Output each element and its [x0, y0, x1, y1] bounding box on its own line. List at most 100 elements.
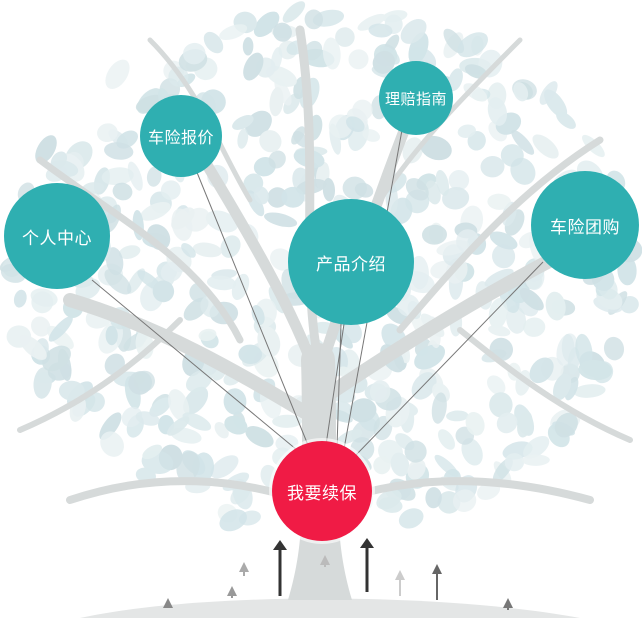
- arrow-up-icon: [360, 538, 374, 592]
- leaf: [304, 40, 323, 61]
- leaf: [272, 414, 302, 428]
- leaf: [438, 429, 455, 450]
- leaf: [105, 247, 124, 276]
- renew-insurance-button[interactable]: 我要续保: [272, 441, 372, 541]
- leaf: [149, 397, 172, 417]
- leaf: [603, 336, 625, 361]
- leaf: [465, 411, 485, 436]
- leaf: [556, 111, 576, 129]
- leaf: [378, 497, 403, 513]
- leaf: [442, 186, 470, 210]
- leaf: [140, 202, 171, 221]
- leaf: [488, 325, 511, 337]
- leaf: [182, 412, 212, 431]
- leaf: [101, 167, 134, 186]
- leaf: [504, 453, 525, 472]
- leaf: [31, 316, 51, 337]
- leaf: [203, 31, 224, 54]
- arrow-up-icon: [273, 540, 287, 596]
- leaf: [517, 411, 533, 438]
- group-buy-button[interactable]: 车险团购: [531, 171, 639, 279]
- renew-insurance-label: 我要续保: [287, 483, 357, 504]
- leaf: [35, 135, 57, 164]
- connector-line: [91, 279, 304, 456]
- leaf: [30, 288, 58, 307]
- personal-center-button[interactable]: 个人中心: [4, 183, 110, 289]
- leaf: [167, 416, 190, 436]
- product-intro-label: 产品介绍: [316, 254, 386, 275]
- leaf: [554, 412, 578, 438]
- leaf: [105, 59, 130, 90]
- leaf: [220, 235, 241, 258]
- leaf: [362, 129, 381, 142]
- leaf: [219, 24, 248, 41]
- leaf: [500, 144, 524, 167]
- leaf: [425, 180, 441, 205]
- leaf: [232, 115, 254, 130]
- leaf: [75, 278, 101, 300]
- leaf: [50, 151, 68, 170]
- leaf: [282, 1, 306, 23]
- leaf: [142, 444, 163, 460]
- leaf: [346, 116, 365, 133]
- leaf: [253, 11, 280, 38]
- leaf: [446, 410, 469, 422]
- claims-guide-label: 理赔指南: [384, 89, 447, 108]
- ground: [80, 598, 580, 618]
- leaf: [400, 18, 427, 44]
- leaf: [268, 150, 286, 169]
- leaf: [519, 287, 544, 311]
- leaf: [372, 50, 395, 74]
- claims-guide-button[interactable]: 理赔指南: [379, 61, 453, 135]
- arrow-up-icon: [239, 562, 249, 576]
- leaf: [461, 438, 483, 466]
- leaf: [127, 161, 143, 191]
- leaf: [135, 411, 160, 426]
- leaf: [457, 124, 476, 138]
- leaf: [224, 415, 248, 435]
- leaf: [373, 456, 391, 475]
- leaf: [332, 409, 353, 423]
- leaf: [242, 37, 254, 56]
- leaf: [545, 291, 566, 321]
- car-insurance-quote-label: 车险报价: [147, 128, 214, 147]
- leaf: [48, 316, 73, 342]
- leaf: [146, 166, 162, 187]
- car-insurance-quote-button[interactable]: 车险报价: [140, 95, 222, 177]
- leaf: [251, 305, 265, 325]
- leaf: [529, 357, 554, 384]
- leaf: [104, 142, 134, 160]
- leaf: [463, 83, 488, 102]
- leaf: [425, 487, 442, 509]
- leaf: [273, 22, 292, 42]
- arrow-up-icon: [432, 564, 442, 600]
- leaf: [357, 13, 386, 31]
- leaf: [181, 243, 196, 258]
- connector-line: [325, 323, 345, 446]
- leaf: [231, 273, 250, 300]
- leaf: [58, 380, 85, 401]
- leaf: [349, 398, 377, 423]
- leaf: [448, 169, 470, 191]
- leaf: [253, 186, 269, 205]
- leaf: [198, 328, 217, 342]
- leaf: [270, 248, 294, 271]
- leaf: [452, 489, 477, 512]
- leaf: [336, 429, 363, 445]
- leaf: [168, 389, 190, 422]
- leaf: [238, 344, 262, 365]
- leaf: [511, 129, 535, 155]
- product-intro-button[interactable]: 产品介绍: [288, 199, 414, 325]
- leaf: [112, 182, 133, 201]
- leaf: [539, 81, 558, 105]
- leaf: [152, 280, 175, 303]
- arrow-up-icon: [503, 598, 513, 610]
- leaf: [352, 99, 373, 121]
- leaf: [100, 431, 124, 457]
- leaf: [185, 369, 213, 393]
- leaf: [267, 187, 288, 208]
- arrow-up-icon: [395, 570, 405, 596]
- leaf: [223, 388, 247, 415]
- arrow-up-icon: [320, 555, 330, 567]
